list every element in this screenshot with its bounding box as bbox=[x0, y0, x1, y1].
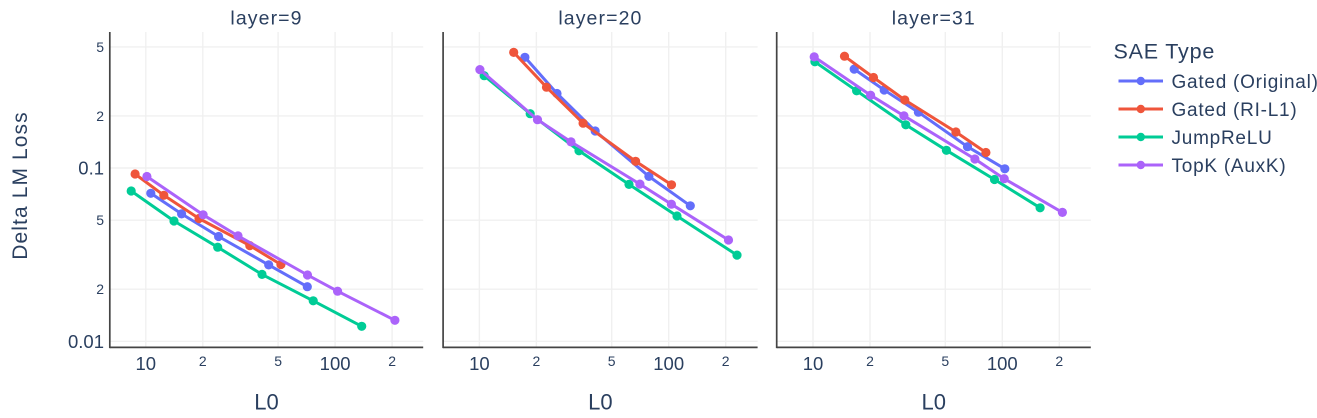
svg-text:2: 2 bbox=[1055, 353, 1063, 369]
svg-text:Gated (Original): Gated (Original) bbox=[1172, 72, 1317, 93]
svg-text:SAE Type: SAE Type bbox=[1114, 40, 1216, 64]
svg-text:2: 2 bbox=[533, 353, 541, 369]
svg-text:0.01: 0.01 bbox=[68, 331, 104, 352]
svg-text:layer=9: layer=9 bbox=[230, 8, 302, 30]
svg-text:2: 2 bbox=[96, 281, 104, 297]
svg-text:TopK (AuxK): TopK (AuxK) bbox=[1172, 156, 1287, 177]
svg-text:L0: L0 bbox=[254, 390, 278, 414]
svg-text:layer=20: layer=20 bbox=[558, 8, 642, 30]
svg-text:5: 5 bbox=[96, 212, 104, 228]
svg-text:10: 10 bbox=[803, 353, 824, 374]
svg-text:2: 2 bbox=[722, 353, 730, 369]
svg-text:100: 100 bbox=[987, 353, 1018, 374]
svg-text:2: 2 bbox=[866, 353, 874, 369]
svg-text:100: 100 bbox=[320, 353, 351, 374]
svg-text:L0: L0 bbox=[922, 390, 946, 414]
svg-text:5: 5 bbox=[96, 39, 104, 55]
svg-text:2: 2 bbox=[388, 353, 396, 369]
svg-text:2: 2 bbox=[199, 353, 207, 369]
svg-text:L0: L0 bbox=[588, 390, 612, 414]
svg-text:5: 5 bbox=[274, 353, 282, 369]
svg-text:10: 10 bbox=[469, 353, 490, 374]
svg-text:100: 100 bbox=[653, 353, 684, 374]
svg-text:JumpReLU: JumpReLU bbox=[1172, 128, 1273, 149]
svg-text:0.1: 0.1 bbox=[78, 158, 104, 179]
svg-text:2: 2 bbox=[96, 108, 104, 124]
svg-text:Gated (RI-L1): Gated (RI-L1) bbox=[1172, 100, 1298, 121]
svg-text:Delta LM Loss: Delta LM Loss bbox=[9, 111, 32, 260]
svg-text:5: 5 bbox=[608, 353, 616, 369]
svg-text:layer=31: layer=31 bbox=[892, 8, 976, 30]
svg-text:5: 5 bbox=[941, 353, 949, 369]
svg-text:10: 10 bbox=[136, 353, 157, 374]
